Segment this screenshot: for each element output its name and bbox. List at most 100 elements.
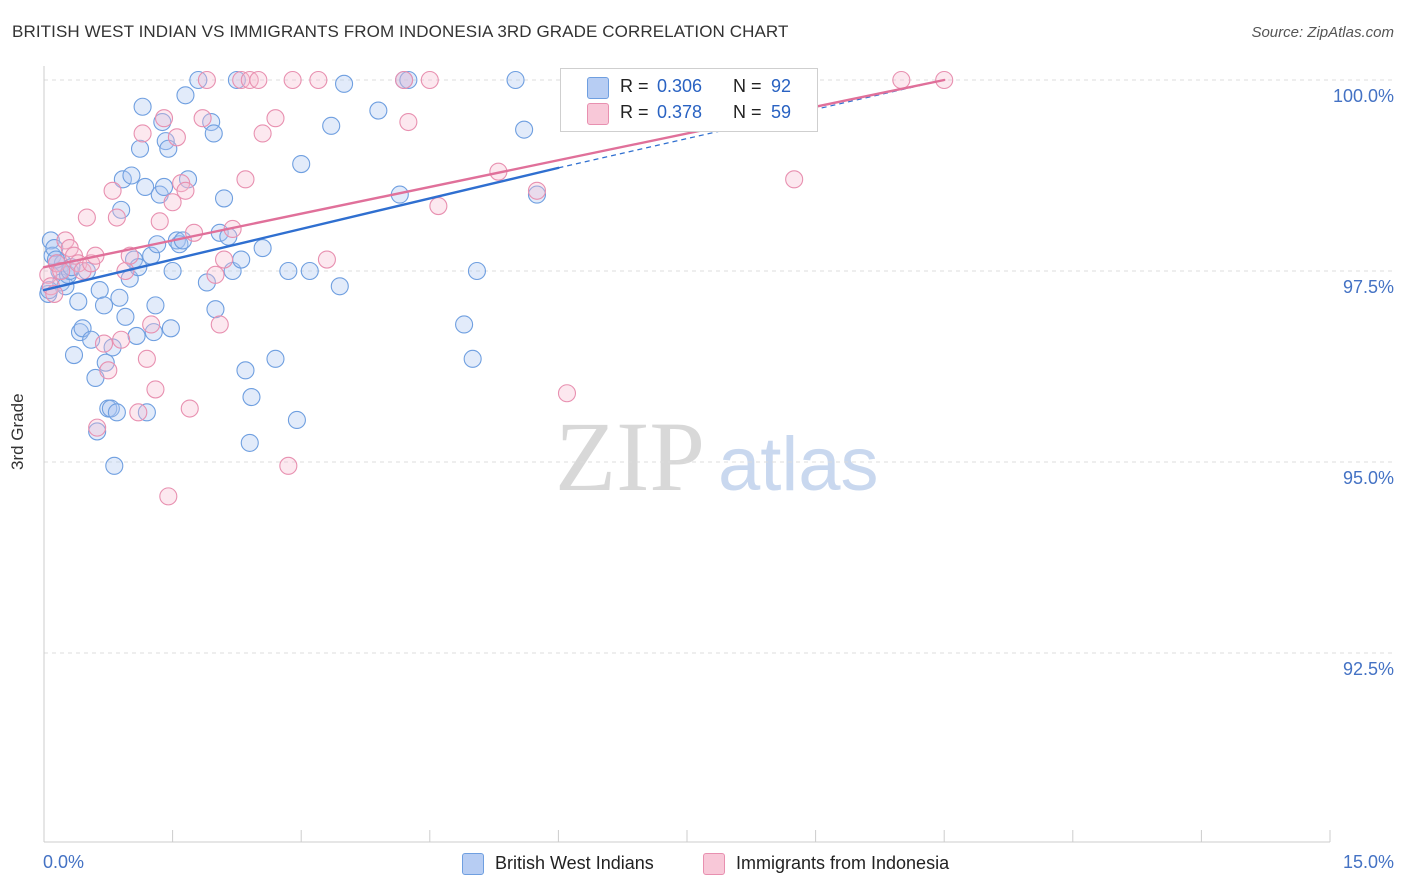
axes bbox=[43, 66, 1331, 843]
data-point bbox=[94, 296, 114, 315]
source-note: Source: ZipAtlas.com bbox=[1251, 24, 1394, 41]
data-point bbox=[279, 261, 298, 281]
data-point bbox=[283, 70, 302, 90]
legend-n-label: N = bbox=[733, 76, 762, 96]
series-immigrants-from-indonesia bbox=[39, 70, 954, 506]
data-point bbox=[64, 345, 84, 365]
y-tick-label: 92.5% bbox=[1342, 659, 1394, 679]
data-point bbox=[557, 384, 577, 403]
data-point bbox=[105, 456, 124, 475]
data-point bbox=[300, 261, 319, 281]
data-point bbox=[88, 418, 107, 437]
data-point bbox=[253, 239, 272, 258]
data-point bbox=[467, 261, 487, 281]
data-point bbox=[463, 349, 482, 368]
data-point bbox=[369, 101, 388, 120]
data-point bbox=[455, 315, 474, 334]
data-point bbox=[236, 361, 255, 380]
legend-r-label: R = bbox=[620, 76, 649, 96]
data-point bbox=[249, 70, 268, 90]
data-point bbox=[130, 139, 150, 158]
data-point bbox=[129, 403, 148, 422]
data-point bbox=[133, 97, 152, 116]
data-point bbox=[317, 250, 336, 269]
data-point bbox=[113, 170, 132, 189]
legend-r-label: R = bbox=[620, 102, 649, 122]
legend-n-value: 92 bbox=[771, 76, 792, 96]
data-point bbox=[176, 181, 195, 200]
data-point bbox=[279, 456, 298, 475]
data-point bbox=[154, 177, 174, 197]
data-point bbox=[253, 124, 272, 143]
data-point bbox=[322, 116, 341, 135]
data-point bbox=[236, 170, 255, 189]
data-point bbox=[214, 250, 234, 269]
data-point bbox=[94, 334, 114, 353]
data-point bbox=[150, 212, 169, 231]
x-tick-min: 0.0% bbox=[43, 852, 85, 872]
legend-n-value: 59 bbox=[771, 102, 792, 122]
data-point bbox=[127, 326, 146, 345]
correlation-legend: R = 0.306 N = 92 R = 0.378 N = 59 bbox=[560, 68, 818, 132]
legend-swatch-blue bbox=[462, 853, 484, 875]
data-point bbox=[206, 300, 225, 319]
data-point bbox=[266, 349, 285, 368]
data-point bbox=[69, 292, 88, 311]
data-point bbox=[107, 208, 126, 227]
data-point bbox=[204, 124, 223, 143]
y-tick-label: 95.0% bbox=[1342, 468, 1394, 488]
data-point bbox=[77, 208, 96, 227]
data-point bbox=[163, 193, 182, 212]
x-tick-max: 15.0% bbox=[1342, 852, 1394, 872]
watermark-atlas: atlas bbox=[718, 422, 879, 507]
data-point bbox=[202, 112, 221, 132]
data-point bbox=[146, 296, 165, 315]
data-point bbox=[154, 109, 174, 128]
data-point bbox=[136, 177, 155, 197]
data-point bbox=[227, 70, 246, 90]
data-point bbox=[429, 197, 448, 216]
data-point bbox=[506, 70, 525, 90]
data-point bbox=[266, 109, 285, 128]
data-point bbox=[197, 70, 216, 90]
data-point bbox=[210, 315, 229, 334]
data-point bbox=[90, 281, 109, 300]
data-point bbox=[242, 388, 261, 407]
data-point bbox=[88, 422, 107, 441]
data-point bbox=[122, 166, 141, 185]
data-point bbox=[99, 361, 118, 380]
data-point bbox=[161, 319, 180, 338]
data-point bbox=[399, 70, 418, 90]
data-point bbox=[116, 307, 135, 326]
y-tick-label: 97.5% bbox=[1342, 277, 1394, 297]
data-point bbox=[330, 277, 349, 296]
data-point bbox=[107, 403, 126, 422]
series-british-west-indians bbox=[39, 70, 547, 475]
watermark-zip: ZIP bbox=[555, 401, 705, 512]
chart-title: BRITISH WEST INDIAN VS IMMIGRANTS FROM I… bbox=[12, 22, 789, 41]
data-point bbox=[240, 433, 259, 452]
data-point bbox=[892, 70, 911, 90]
data-point bbox=[287, 410, 306, 430]
data-point bbox=[112, 330, 131, 349]
data-point bbox=[785, 170, 804, 189]
legend-series-name: British West Indians bbox=[495, 853, 654, 873]
data-point bbox=[335, 74, 354, 93]
data-point bbox=[142, 315, 161, 334]
legend-n-label: N = bbox=[733, 102, 762, 122]
data-point bbox=[420, 70, 439, 90]
legend-swatch-pink bbox=[703, 853, 725, 875]
legend-swatch-pink bbox=[587, 103, 609, 125]
data-point bbox=[146, 380, 165, 399]
data-point bbox=[395, 70, 414, 90]
legend-series-name: Immigrants from Indonesia bbox=[736, 853, 950, 873]
data-point bbox=[527, 181, 547, 200]
data-point bbox=[184, 223, 204, 242]
data-point bbox=[399, 112, 418, 132]
data-point bbox=[206, 265, 225, 284]
data-point bbox=[103, 181, 122, 200]
legend-r-value: 0.306 bbox=[657, 76, 703, 96]
data-point bbox=[137, 349, 156, 368]
data-point bbox=[214, 189, 234, 208]
